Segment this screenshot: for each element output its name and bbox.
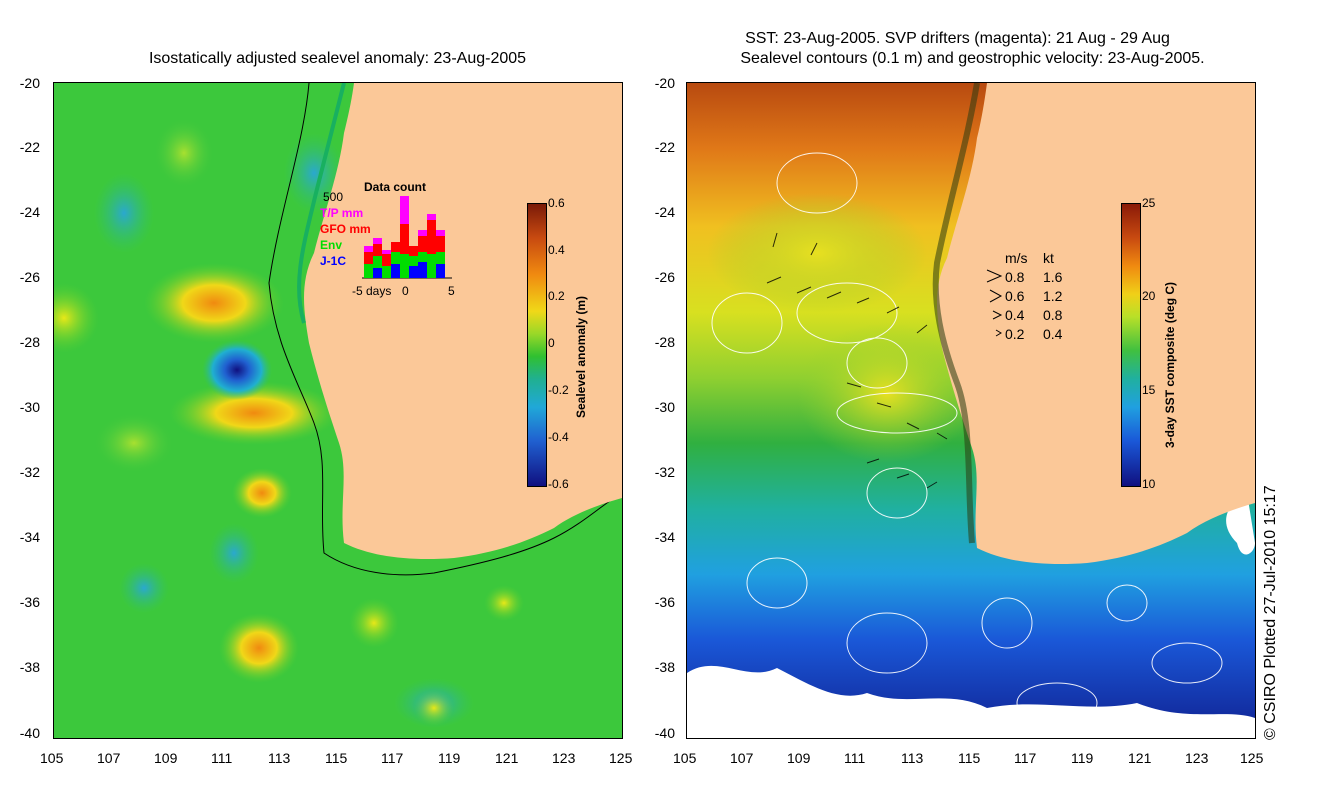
bar-stack — [418, 230, 427, 278]
cbar-tick: 0 — [548, 336, 555, 350]
sealevel-colorbar — [527, 203, 547, 487]
left-x-tick: 117 — [381, 750, 404, 766]
left-x-tick: 109 — [154, 750, 178, 766]
cbar-tick: 0.4 — [548, 243, 565, 257]
right-y-tick: -38 — [654, 659, 675, 675]
left-y-tick: -20 — [19, 75, 40, 91]
velocity-legend-kt: 1.6 — [1043, 269, 1063, 285]
cbar-tick: 0.2 — [548, 289, 565, 303]
sst-cbar-tick: 10 — [1142, 477, 1156, 491]
sst-cbar-tick: 15 — [1142, 383, 1156, 397]
bar-stack — [400, 196, 409, 278]
left-y-tick: -22 — [19, 139, 40, 155]
left-y-tick: -40 — [19, 725, 40, 741]
left-map-title: Isostatically adjusted sealevel anomaly:… — [148, 50, 527, 67]
data-count-inset: Data count 500 T/P mm GFO mm Env J-1C — [318, 178, 458, 303]
right-y-tick: -24 — [654, 204, 675, 220]
right-y-tick: -26 — [654, 269, 675, 285]
right-x-tick: 115 — [958, 750, 981, 766]
legend-gfo: GFO mm — [320, 222, 371, 236]
right-y-tick: -40 — [654, 725, 675, 741]
data-count-x-days: days — [366, 284, 392, 298]
velocity-legend-kt: 1.2 — [1043, 288, 1063, 304]
velocity-legend: m/s kt 0.8 1.6 0.6 1.2 0.4 0.8 0.2 0.4 — [985, 250, 1085, 350]
cbar-tick: 0.6 — [548, 196, 565, 210]
left-x-tick: 105 — [40, 750, 64, 766]
bar-stack — [364, 246, 373, 278]
sealevel-colorbar-label: Sealevel anomaly (m) — [574, 295, 588, 418]
left-y-tick: -26 — [19, 269, 40, 285]
data-count-ymax: 500 — [323, 190, 344, 204]
velocity-legend-kt: 0.8 — [1043, 307, 1063, 323]
right-x-tick: 121 — [1128, 750, 1152, 766]
cbar-tick: -0.4 — [548, 430, 569, 444]
velocity-legend-kt: 0.4 — [1043, 326, 1063, 342]
legend-env: Env — [320, 238, 343, 252]
right-x-tick: 113 — [901, 750, 924, 766]
velocity-arrow-icons — [986, 269, 1003, 337]
bar-stack — [409, 246, 418, 278]
sst-colorbar — [1121, 203, 1141, 487]
right-y-tick: -22 — [654, 139, 675, 155]
data-count-title: Data count — [364, 180, 427, 194]
left-y-tick: -34 — [19, 529, 40, 545]
data-count-x-right: 5 — [448, 284, 455, 298]
left-y-tick: -32 — [19, 464, 40, 480]
left-x-tick: 113 — [268, 750, 291, 766]
right-y-tick: -36 — [654, 594, 675, 610]
sst-cbar-tick: 25 — [1142, 196, 1156, 210]
velocity-legend-header-ms: m/s — [1005, 250, 1028, 266]
data-count-bars — [362, 196, 452, 279]
velocity-legend-header-kt: kt — [1043, 250, 1054, 266]
right-y-tick: -32 — [654, 464, 675, 480]
left-x-tick: 123 — [552, 750, 576, 766]
left-x-tick: 119 — [438, 750, 461, 766]
left-y-tick: -36 — [19, 594, 40, 610]
velocity-legend-ms: 0.4 — [1005, 307, 1025, 323]
right-x-tick: 105 — [673, 750, 697, 766]
right-x-tick: 117 — [1014, 750, 1037, 766]
left-y-tick: -38 — [19, 659, 40, 675]
velocity-legend-ms: 0.8 — [1005, 269, 1025, 285]
left-y-tick: -24 — [19, 204, 40, 220]
bar-stack — [373, 238, 382, 278]
right-x-tick: 125 — [1240, 750, 1264, 766]
left-x-tick: 115 — [325, 750, 348, 766]
legend-tp: T/P mm — [320, 206, 364, 220]
right-x-tick: 111 — [844, 750, 866, 766]
sst-cbar-tick: 20 — [1142, 289, 1156, 303]
right-map-title-line2: Sealevel contours (0.1 m) and geostrophi… — [740, 50, 1205, 67]
cbar-tick: -0.2 — [548, 383, 569, 397]
left-y-tick: -28 — [19, 334, 40, 350]
bar-stack — [436, 230, 445, 278]
bar-stack — [391, 242, 400, 278]
sst-map — [686, 82, 1256, 739]
velocity-legend-ms: 0.2 — [1005, 326, 1025, 342]
left-x-tick: 107 — [97, 750, 121, 766]
data-count-x-left: -5 — [352, 284, 363, 298]
right-y-tick: -28 — [654, 334, 675, 350]
right-x-tick: 123 — [1185, 750, 1209, 766]
right-y-tick: -20 — [654, 75, 675, 91]
bar-stack — [382, 250, 391, 278]
velocity-legend-ms: 0.6 — [1005, 288, 1025, 304]
legend-j1c: J-1C — [320, 254, 347, 268]
right-x-tick: 109 — [787, 750, 811, 766]
bar-stack — [427, 214, 436, 278]
sst-colorbar-label: 3-day SST composite (deg C) — [1163, 281, 1177, 448]
left-x-tick: 111 — [211, 750, 233, 766]
right-x-tick: 107 — [730, 750, 754, 766]
sst-field — [687, 83, 1255, 738]
right-map-title-line1: SST: 23-Aug-2005. SVP drifters (magenta)… — [745, 30, 1170, 47]
right-x-tick: 119 — [1071, 750, 1094, 766]
left-y-tick: -30 — [19, 399, 40, 415]
data-count-x-zero: 0 — [402, 284, 409, 298]
right-y-tick: -34 — [654, 529, 675, 545]
left-x-tick: 121 — [495, 750, 519, 766]
right-y-tick: -30 — [654, 399, 675, 415]
copyright-note: © CSIRO Plotted 27-Jul-2010 15:17 — [1262, 485, 1279, 740]
left-x-tick: 125 — [609, 750, 633, 766]
cbar-tick: -0.6 — [548, 477, 569, 491]
